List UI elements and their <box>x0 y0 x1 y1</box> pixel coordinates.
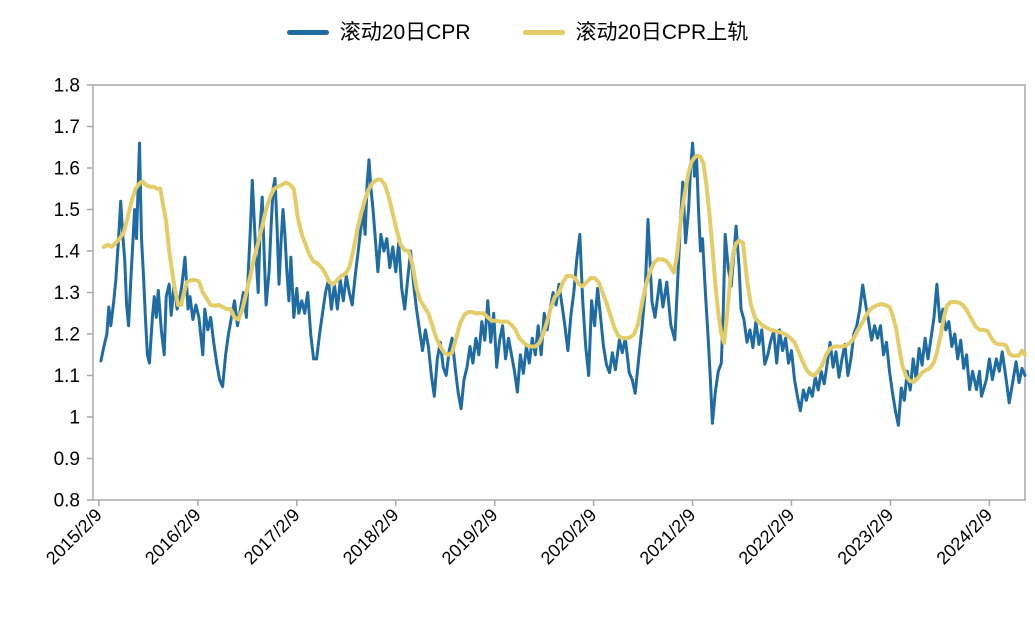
y-axis-tick-label: 1.6 <box>54 159 80 180</box>
legend-line-swatch-yellow <box>522 29 565 35</box>
legend-label-cpr-upper-band: 滚动20日CPR上轨 <box>575 20 749 44</box>
legend-line-swatch-blue <box>286 29 329 35</box>
x-axis-tick-label: 2021/2/9 <box>636 505 700 569</box>
y-axis-tick-label: 1.8 <box>54 76 80 97</box>
y-axis-tick-label: 1.1 <box>54 366 80 387</box>
y-axis-tick-label: 1.3 <box>54 283 80 304</box>
y-axis-tick-label: 0.8 <box>54 491 80 512</box>
x-axis-tick-label: 2024/2/9 <box>933 505 997 569</box>
legend-item-cpr-upper-band: 滚动20日CPR上轨 <box>522 20 749 44</box>
y-axis-tick-label: 1.5 <box>54 200 80 221</box>
y-axis-tick-label: 1.7 <box>54 117 80 138</box>
x-axis-tick-label: 2022/2/9 <box>735 505 799 569</box>
x-axis-tick-label: 2016/2/9 <box>141 505 205 569</box>
x-axis-tick-label: 2023/2/9 <box>834 505 898 569</box>
y-axis-tick-label: 1.2 <box>54 325 80 346</box>
x-axis-tick-label: 2019/2/9 <box>438 505 502 569</box>
x-axis-tick-label: 2017/2/9 <box>240 505 304 569</box>
y-axis-tick-label: 1.4 <box>54 242 81 263</box>
x-axis-tick-label: 2015/2/9 <box>42 505 106 569</box>
legend-item-cpr: 滚动20日CPR <box>286 20 471 44</box>
x-axis-tick-label: 2018/2/9 <box>339 505 403 569</box>
x-axis-tick-label: 2020/2/9 <box>537 505 601 569</box>
y-axis-tick-label: 0.9 <box>54 449 80 470</box>
legend: 滚动20日CPR 滚动20日CPR上轨 <box>0 14 1035 50</box>
legend-label-cpr: 滚动20日CPR <box>339 20 471 44</box>
y-axis-tick-label: 1 <box>69 408 80 429</box>
series-line-cpr-upper-band <box>101 153 1027 384</box>
